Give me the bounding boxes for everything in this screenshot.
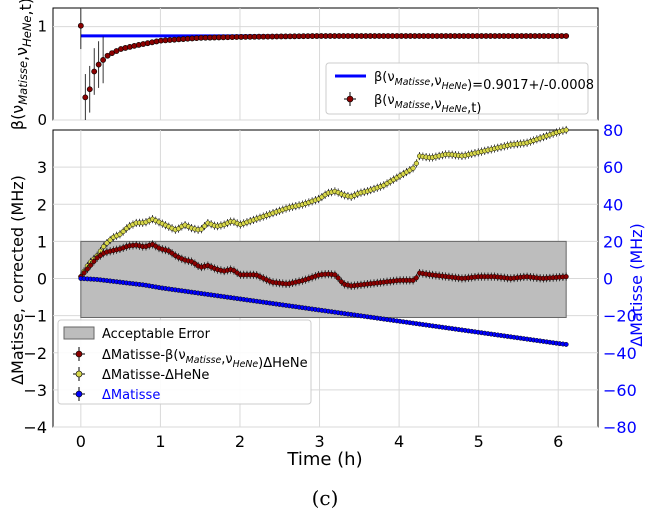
delta-matisse-minus-heNe-point [413,160,419,166]
bottom-y-tick-label: 1 [37,232,47,251]
bottom-y-axis-label: ΔMatisse, corrected (MHz) [8,175,27,385]
bottom-y-tick-label: −2 [23,344,47,363]
legend-label-matisse: ΔMatisse [102,388,160,403]
legend-key-matisse [75,390,83,398]
beta-t-point [82,94,89,101]
bottom-right-tick-label: 40 [603,195,623,214]
figure-caption: (c) [312,486,339,510]
bottom-y-tick-label: 0 [37,270,47,289]
bottom-x-tick-label: 5 [474,432,484,451]
acceptable-error-rect [80,240,567,318]
beta-t-point [95,61,102,68]
beta-t-point [77,22,84,29]
delta-matisse-corrected-point [563,274,569,280]
bottom-y-tick-label: −3 [23,381,47,400]
legend-key-acceptable-error [63,326,95,340]
top-y-tick-label: 0 [37,111,47,129]
bottom-y-tick-label: −1 [23,307,47,326]
legend-label-beta-fit: β(νMatisse,νHeNe)=0.9017+/-0.0008 [374,70,594,93]
bottom-legend-box [57,319,312,405]
bottom-x-tick-label: 3 [314,432,324,451]
bottom-right-ticks: −80 −60 −40 −20 0 20 40 60 80 [603,121,637,437]
delta-matisse-minus-heNe-point [117,231,123,237]
bottom-right-y-axis-label: ΔMatisse (MHz) [627,223,646,347]
top-panel: 01 β(νMatisse,νHeNe,t) β(νMatisse,νHeNe)… [8,0,599,130]
delta-matisse-minus-heNe-point [563,127,569,133]
delta-matisse-corrected-point [332,272,338,278]
top-ticks: 01 [37,18,47,129]
legend-key-corrected [75,350,83,358]
beta-t-point [86,86,93,93]
delta-matisse-corrected-point [91,258,97,264]
legend-label-beta-t: β(νMatisse,νHeNe,t) [374,93,481,116]
legend-key-matisse-minus-heNe [75,370,83,378]
bottom-panel: 0 1 2 3 4 5 6 −4 −3 −2 −1 0 1 2 3 −80 −60 −40 −20 0 20 40 60 8… [8,121,646,470]
delta-matisse-corrected-point [413,275,419,281]
beta-t-point [104,52,111,59]
bottom-x-tick-label: 0 [76,432,86,451]
legend-label-matisse-minus-heNe: ΔMatisse-ΔHeNe [102,368,209,383]
bottom-x-tick-label: 1 [155,432,165,451]
delta-matisse-minus-heNe-point [104,240,110,246]
bottom-x-tick-label: 2 [235,432,245,451]
delta-matisse-corrected-point [81,270,87,276]
bottom-y-tick-label: 2 [37,195,47,214]
bottom-x-axis-label: Time (h) [286,449,362,470]
bottom-y-tick-label: −4 [23,418,47,437]
beta-t-point [91,68,98,75]
delta-matisse-minus-heNe-point [202,223,208,229]
bottom-right-tick-label: −40 [603,344,637,363]
acceptable-error-band [80,240,567,318]
bottom-right-tick-label: 80 [603,121,623,140]
beta-t-point [563,33,570,39]
delta-matisse-minus-heNe-point [107,237,113,243]
bottom-right-tick-label: −60 [603,381,637,400]
beta-t-point [100,57,107,63]
bottom-legend: Acceptable Error ΔMatisse-β(νMatisse,νHeN… [57,319,312,405]
delta-matisse-corrected-point [84,266,90,272]
bottom-y-tick-label: 3 [37,158,47,177]
top-y-tick-label: 1 [37,18,47,36]
bottom-right-tick-label: 0 [603,270,613,289]
top-legend: β(νMatisse,νHeNe)=0.9017+/-0.0008β(νMati… [325,62,594,116]
legend-key-beta-t [346,95,354,103]
delta-matisse-minus-heNe-point [410,165,416,171]
delta-matisse-corrected-point [88,262,94,268]
top-y-axis-label: β(νMatisse,νHeNe,t) [8,0,35,130]
bottom-ticks: 0 1 2 3 4 5 6 −4 −3 −2 −1 0 1 2 3 [23,158,563,451]
bottom-marks [78,125,569,347]
delta-matisse-point [563,341,569,347]
delta-matisse-minus-heNe-point [101,244,107,250]
delta-matisse-corrected-point [338,279,344,285]
bottom-right-tick-label: −20 [603,307,637,326]
delta-matisse-minus-heNe-point [198,226,204,232]
bottom-right-tick-label: −80 [603,418,637,437]
bottom-x-tick-label: 6 [553,432,563,451]
bottom-right-tick-label: 20 [603,232,623,251]
legend-label-corrected: ΔMatisse-β(νMatisse,νHeNe)ΔHeNe [102,348,308,371]
top-marks [77,8,570,120]
delta-matisse-corrected-point [335,275,341,281]
delta-matisse-minus-heNe-point [120,229,126,235]
legend-label-acceptable-error: Acceptable Error [102,327,211,342]
bottom-right-tick-label: 60 [603,158,623,177]
bottom-x-tick-label: 4 [394,432,404,451]
top-legend-box [325,62,589,115]
